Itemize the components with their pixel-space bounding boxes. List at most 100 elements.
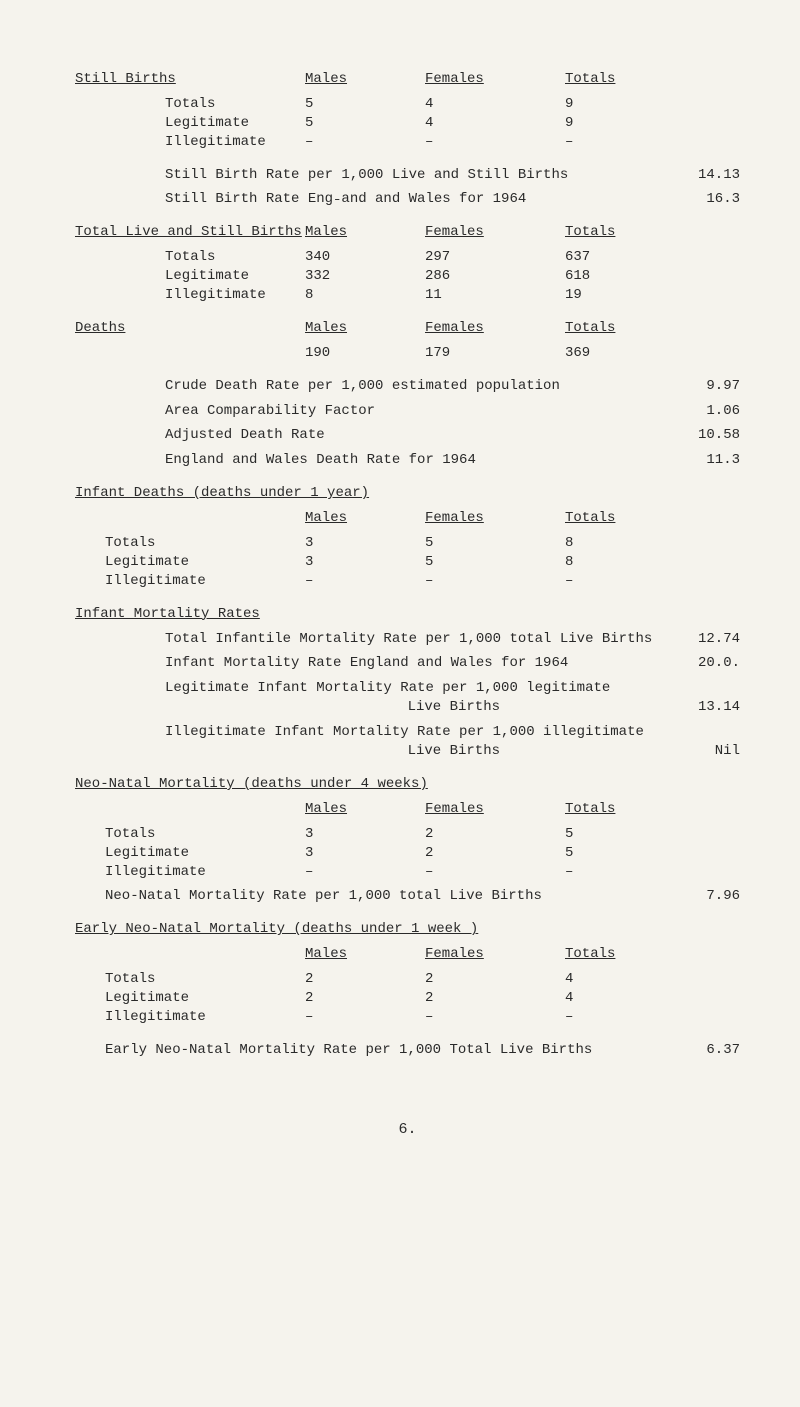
section-title: Infant Mortality Rates — [75, 606, 260, 622]
col-females: Females — [425, 71, 484, 87]
col-totals: Totals — [565, 320, 615, 336]
table-row: Totals 2 2 4 — [75, 970, 740, 989]
cell: 4 — [565, 990, 573, 1006]
col-males: Males — [305, 510, 347, 526]
row-label: Legitimate — [105, 990, 189, 1006]
col-totals: Totals — [565, 224, 615, 240]
stat-label: Illegitimate Infant Mortality Rate per 1… — [165, 723, 740, 742]
section-title: Neo-Natal Mortality (deaths under 4 week… — [75, 776, 428, 792]
stat-value: 10.58 — [660, 426, 740, 445]
stat-row: Early Neo-Natal Mortality Rate per 1,000… — [75, 1041, 740, 1060]
cell: 5 — [305, 96, 313, 112]
col-females: Females — [425, 224, 484, 240]
row-label: Totals — [105, 971, 155, 987]
stat-row: Neo-Natal Mortality Rate per 1,000 total… — [75, 887, 740, 906]
col-males: Males — [305, 320, 347, 336]
col-totals: Totals — [565, 71, 615, 87]
row-label: Totals — [165, 96, 215, 112]
row-label: Legitimate — [105, 554, 189, 570]
stat-row: Crude Death Rate per 1,000 estimated pop… — [75, 377, 740, 396]
total-live-header: Total Live and Still Births Males Female… — [75, 223, 740, 242]
col-females: Females — [425, 946, 484, 962]
cell: 2 — [305, 990, 313, 1006]
cell: 190 — [305, 345, 330, 361]
stat-label: Crude Death Rate per 1,000 estimated pop… — [165, 377, 660, 396]
page-number: 6. — [75, 1120, 740, 1140]
stat-label: Still Birth Rate per 1,000 Live and Stil… — [165, 166, 660, 185]
row-label: Illegitimate — [105, 573, 206, 589]
row-label: Legitimate — [165, 115, 249, 131]
table-row: Illegitimate – – – — [75, 572, 740, 591]
section-title: Total Live and Still Births — [75, 224, 302, 240]
infant-deaths-title: Infant Deaths (deaths under 1 year) — [75, 484, 740, 503]
cell: 3 — [305, 554, 313, 570]
stat-row: Adjusted Death Rate 10.58 — [75, 426, 740, 445]
row-label: Illegitimate — [105, 864, 206, 880]
cell: 9 — [565, 96, 573, 112]
cell: – — [565, 134, 573, 150]
stat-value: 1.06 — [660, 402, 740, 421]
cell: – — [425, 864, 433, 880]
cell: 4 — [565, 971, 573, 987]
cell: 5 — [565, 826, 573, 842]
table-row: Legitimate 332 286 618 — [75, 267, 740, 286]
cell: 2 — [425, 990, 433, 1006]
stat-row: England and Wales Death Rate for 1964 11… — [75, 451, 740, 470]
cell: 3 — [305, 845, 313, 861]
cell: – — [305, 864, 313, 880]
col-totals: Totals — [565, 801, 615, 817]
cell: – — [565, 864, 573, 880]
row-label: Legitimate — [165, 268, 249, 284]
cell: 5 — [565, 845, 573, 861]
stat-label: Infant Mortality Rate England and Wales … — [165, 654, 660, 673]
stat-row: Area Comparability Factor 1.06 — [75, 402, 740, 421]
stat-label: Area Comparability Factor — [165, 402, 660, 421]
cell: 8 — [565, 554, 573, 570]
neo-natal-title: Neo-Natal Mortality (deaths under 4 week… — [75, 775, 740, 794]
col-males: Males — [305, 224, 347, 240]
cell: 297 — [425, 249, 450, 265]
cell: 340 — [305, 249, 330, 265]
col-males: Males — [305, 946, 347, 962]
stat-row: Illegitimate Infant Mortality Rate per 1… — [75, 723, 740, 761]
cell: 618 — [565, 268, 590, 284]
col-females: Females — [425, 510, 484, 526]
cell: 5 — [425, 535, 433, 551]
cell: 11 — [425, 287, 442, 303]
stat-value: 7.96 — [660, 887, 740, 906]
table-row: Legitimate 5 4 9 — [75, 114, 740, 133]
infant-deaths-header: Males Females Totals — [75, 509, 740, 528]
early-neo-header: Males Females Totals — [75, 945, 740, 964]
col-totals: Totals — [565, 510, 615, 526]
stat-label: Legitimate Infant Mortality Rate per 1,0… — [165, 679, 740, 698]
section-title: Still Births — [75, 71, 176, 87]
row-label: Totals — [105, 826, 155, 842]
row-label: Legitimate — [105, 845, 189, 861]
col-females: Females — [425, 801, 484, 817]
cell: 19 — [565, 287, 582, 303]
cell: – — [425, 1009, 433, 1025]
table-row: Totals 3 2 5 — [75, 825, 740, 844]
stat-row: Infant Mortality Rate England and Wales … — [75, 654, 740, 673]
stat-value: 20.0. — [660, 654, 740, 673]
table-row: Totals 3 5 8 — [75, 534, 740, 553]
stat-label: England and Wales Death Rate for 1964 — [165, 451, 660, 470]
stat-value: 9.97 — [660, 377, 740, 396]
table-row: Illegitimate – – – — [75, 863, 740, 882]
row-label: Illegitimate — [165, 134, 266, 150]
stat-value: Nil — [660, 742, 740, 761]
stat-label: Still Birth Rate Eng˗and and Wales for 1… — [165, 190, 660, 209]
cell: 3 — [305, 826, 313, 842]
stat-value: 12.74 — [660, 630, 740, 649]
row-label: Totals — [105, 535, 155, 551]
stat-label: Neo-Natal Mortality Rate per 1,000 total… — [105, 887, 660, 906]
stat-label: Adjusted Death Rate — [165, 426, 660, 445]
table-row: Illegitimate 8 11 19 — [75, 286, 740, 305]
col-females: Females — [425, 320, 484, 336]
deaths-header: Deaths Males Females Totals — [75, 319, 740, 338]
table-row: Legitimate 3 2 5 — [75, 844, 740, 863]
cell: – — [305, 134, 313, 150]
infant-mortality-title: Infant Mortality Rates — [75, 605, 740, 624]
cell: 179 — [425, 345, 450, 361]
still-births-header: Still Births Males Females Totals — [75, 70, 740, 89]
